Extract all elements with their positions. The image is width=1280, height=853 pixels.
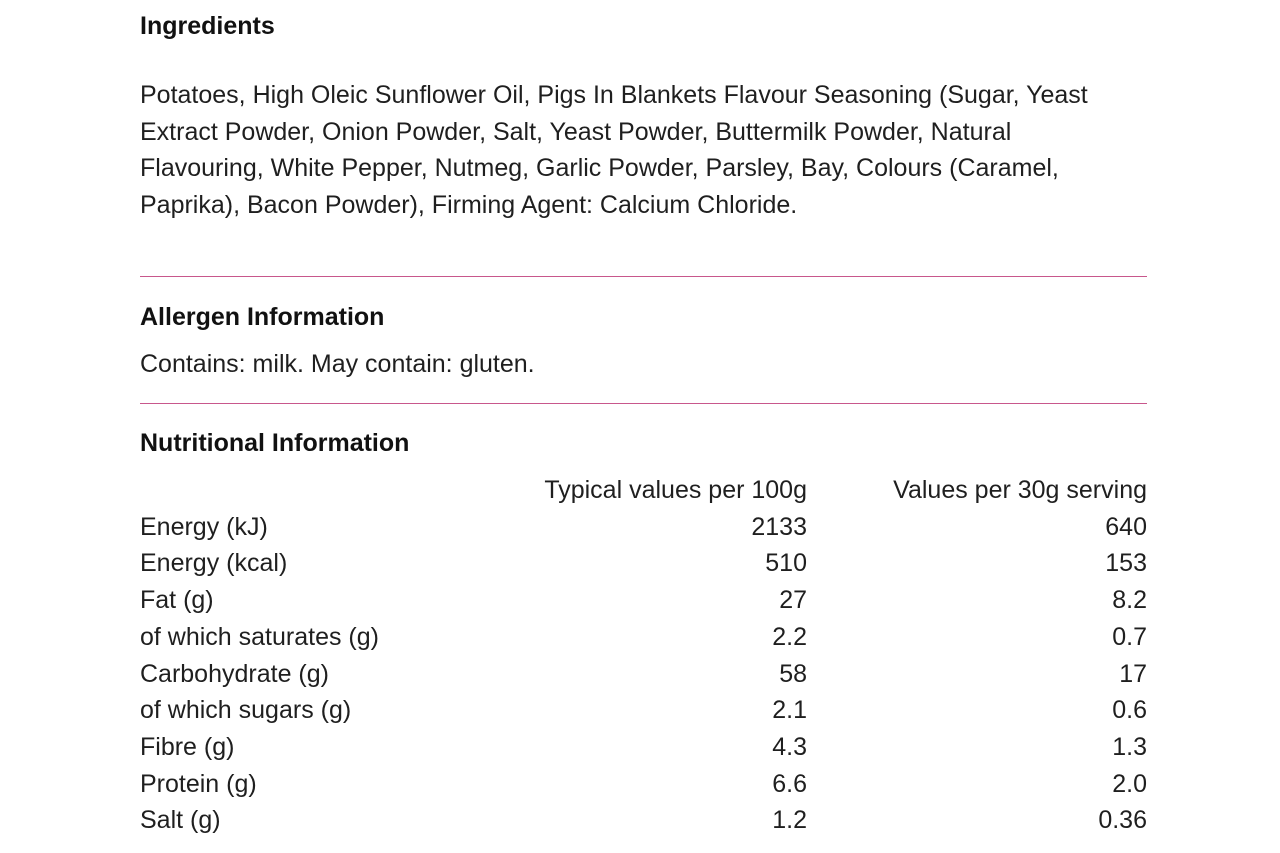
nutrient-label: of which sugars (g): [140, 696, 352, 725]
nutrient-column-header: [140, 472, 520, 509]
table-row: Salt (g) 1.2 0.36: [140, 802, 1147, 839]
per-100g-value: 2133: [751, 512, 807, 541]
nutrient-label: Carbohydrate (g): [140, 659, 329, 688]
per-100g-value: 27: [779, 586, 807, 615]
per-serving-value: 0.36: [1098, 806, 1147, 835]
table-row: Protein (g) 6.6 2.0: [140, 766, 1147, 803]
ingredients-text: Potatoes, High Oleic Sunflower Oil, Pigs…: [140, 81, 1088, 220]
per-100g-value: 2.1: [772, 696, 807, 725]
nutrient-label: Energy (kJ): [140, 512, 268, 541]
per-serving-value: 2.0: [1112, 769, 1147, 798]
nutrient-label: Protein (g): [140, 769, 257, 798]
table-row: Energy (kcal) 510 153: [140, 545, 1147, 582]
per-100g-value: 1.2: [772, 806, 807, 835]
table-row: Fibre (g) 4.3 1.3: [140, 729, 1147, 766]
nutrient-label: of which saturates (g): [140, 622, 379, 651]
nutrition-heading: Nutritional Information: [140, 429, 410, 457]
per-serving-value: 17: [1119, 659, 1147, 688]
per-100g-value: 4.3: [772, 732, 807, 761]
table-row: of which saturates (g) 2.2 0.7: [140, 619, 1147, 656]
per-serving-value: 153: [1105, 549, 1147, 578]
table-row: Fat (g) 27 8.2: [140, 582, 1147, 619]
per-100g-value: 2.2: [772, 622, 807, 651]
per-serving-value: 1.3: [1112, 732, 1147, 761]
per-100g-value: 510: [765, 549, 807, 578]
per-serving-value: 8.2: [1112, 586, 1147, 615]
nutrient-label: Fat (g): [140, 586, 214, 615]
table-row: of which sugars (g) 2.1 0.6: [140, 692, 1147, 729]
nutrient-label: Salt (g): [140, 806, 221, 835]
section-divider: [140, 403, 1147, 404]
per-100g-column-header: Typical values per 100g: [544, 476, 807, 504]
per-serving-value: 0.7: [1112, 622, 1147, 651]
table-row: Energy (kJ) 2133 640: [140, 509, 1147, 546]
nutrition-header-row: Typical values per 100g Values per 30g s…: [140, 472, 1147, 509]
per-100g-value: 58: [779, 659, 807, 688]
allergen-heading: Allergen Information: [140, 303, 385, 331]
per-serving-column-header: Values per 30g serving: [893, 476, 1147, 504]
nutrient-label: Fibre (g): [140, 732, 235, 761]
nutrition-table: Typical values per 100g Values per 30g s…: [140, 472, 1147, 839]
section-divider: [140, 276, 1147, 277]
table-row: Carbohydrate (g) 58 17: [140, 656, 1147, 693]
per-serving-value: 0.6: [1112, 696, 1147, 725]
ingredients-heading: Ingredients: [140, 12, 275, 40]
per-100g-value: 6.6: [772, 769, 807, 798]
per-serving-value: 640: [1105, 512, 1147, 541]
allergen-text: Contains: milk. May contain: gluten.: [140, 350, 535, 378]
nutrient-label: Energy (kcal): [140, 549, 288, 578]
